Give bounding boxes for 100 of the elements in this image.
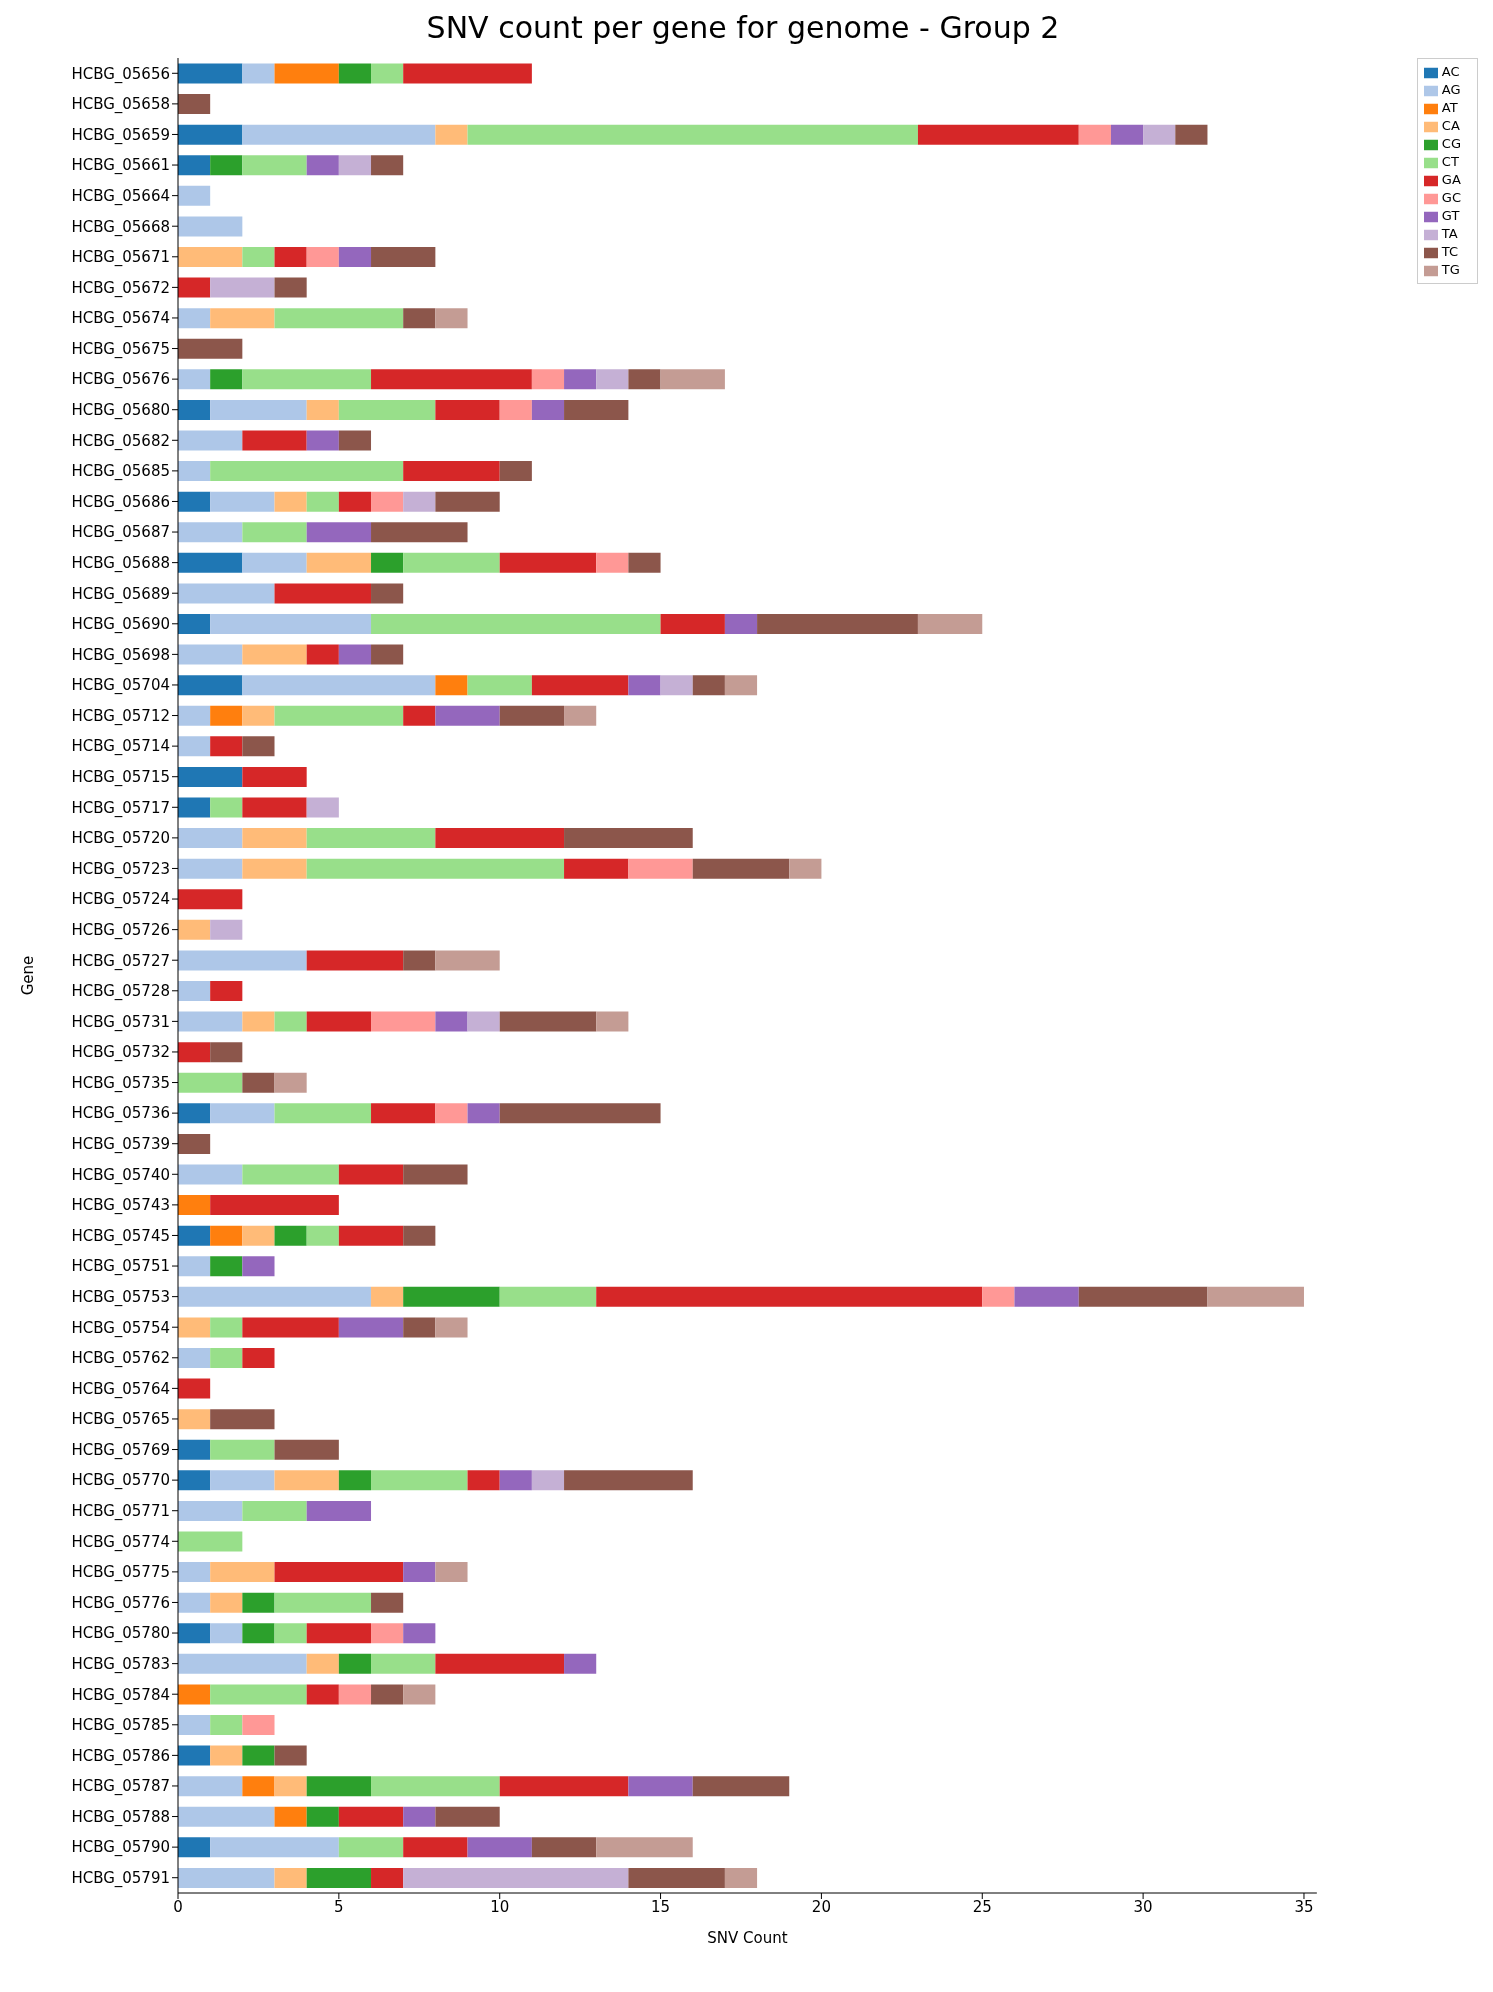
x-tick-label: 0 (173, 1897, 183, 1916)
y-tick-label: HCBG_05743 (71, 1196, 170, 1216)
bar (178, 1562, 211, 1583)
bar (306, 858, 565, 879)
bar (306, 399, 339, 420)
bar (274, 583, 372, 604)
bar (178, 797, 211, 818)
bar (210, 308, 275, 329)
bar (403, 1286, 500, 1307)
x-tick-label: 5 (334, 1897, 344, 1916)
bar (596, 552, 629, 573)
bar (371, 1776, 500, 1797)
bar (178, 1317, 211, 1338)
bar (178, 766, 243, 787)
bar (435, 675, 468, 696)
y-tick-label: HCBG_05672 (71, 278, 170, 298)
bar (596, 1286, 983, 1307)
bar (467, 124, 918, 145)
bar (403, 308, 436, 329)
bar (371, 1470, 468, 1491)
bar (178, 1653, 307, 1674)
y-tick-label: HCBG_05717 (71, 798, 170, 818)
y-tick-label: HCBG_05786 (71, 1746, 170, 1766)
y-tick-label: HCBG_05685 (71, 462, 170, 482)
bar (371, 522, 468, 543)
bar (274, 1103, 372, 1124)
bar (242, 247, 275, 268)
bar (178, 277, 211, 298)
legend-label: GC (1441, 190, 1461, 205)
bar (435, 308, 468, 329)
x-tick-label: 25 (972, 1897, 992, 1916)
bar (242, 155, 307, 176)
bar (178, 1806, 275, 1827)
y-tick-label: HCBG_05676 (71, 370, 170, 390)
bar (660, 614, 725, 635)
bar (371, 369, 532, 390)
bar (499, 1470, 532, 1491)
bar (499, 705, 565, 726)
bar (242, 1072, 275, 1093)
bar (499, 1011, 597, 1032)
bar (178, 1715, 211, 1736)
bar (274, 1439, 339, 1460)
bar (178, 1378, 211, 1399)
bar (274, 1470, 339, 1491)
y-tick-label: HCBG_05754 (71, 1318, 170, 1338)
bar (210, 155, 243, 176)
bar (371, 155, 404, 176)
bar (210, 1837, 339, 1858)
bar (210, 1317, 243, 1338)
bar (435, 124, 468, 145)
bar (499, 552, 597, 573)
bar (274, 1072, 307, 1093)
bar (435, 1011, 468, 1032)
bar (178, 1500, 243, 1521)
bar (338, 1837, 404, 1858)
bar (596, 1837, 693, 1858)
y-tick-label: HCBG_05780 (71, 1624, 170, 1644)
bar (178, 1776, 243, 1797)
x-axis-title: SNV Count (707, 1929, 788, 1947)
y-tick-label: HCBG_05776 (71, 1593, 170, 1613)
bar (178, 889, 243, 910)
bar (178, 1042, 211, 1063)
bar (403, 552, 500, 573)
y-tick-label: HCBG_05675 (71, 339, 170, 359)
bar (628, 552, 661, 573)
legend-label: AC (1441, 64, 1460, 79)
bar (338, 1470, 372, 1491)
bar (531, 1837, 597, 1858)
bar (210, 1409, 275, 1430)
bar (371, 552, 404, 573)
bar (210, 1348, 243, 1369)
bar (306, 155, 339, 176)
y-tick-label: HCBG_05783 (71, 1654, 170, 1674)
y-tick-label: HCBG_05784 (71, 1685, 170, 1705)
y-tick-label: HCBG_05668 (71, 217, 170, 237)
bar (242, 736, 275, 757)
bar (210, 614, 372, 635)
bar (724, 1867, 758, 1888)
bar (628, 1867, 725, 1888)
bar (564, 369, 597, 390)
bar (371, 583, 404, 604)
bar (371, 644, 404, 665)
bar (306, 247, 339, 268)
bar (210, 1256, 243, 1277)
bar (178, 522, 243, 543)
y-tick-label: HCBG_05689 (71, 584, 170, 604)
bar (564, 858, 629, 879)
bar (628, 675, 661, 696)
bar (274, 1776, 307, 1797)
bar (306, 1225, 339, 1246)
bar (306, 1776, 372, 1797)
legend-label: TG (1441, 262, 1460, 277)
bar (242, 522, 307, 543)
bar (178, 614, 211, 635)
bar (274, 1806, 307, 1827)
bar (435, 1653, 565, 1674)
bar (210, 1195, 339, 1216)
y-tick-label: HCBG_05682 (71, 431, 170, 451)
bar (403, 705, 436, 726)
bar (403, 63, 532, 84)
